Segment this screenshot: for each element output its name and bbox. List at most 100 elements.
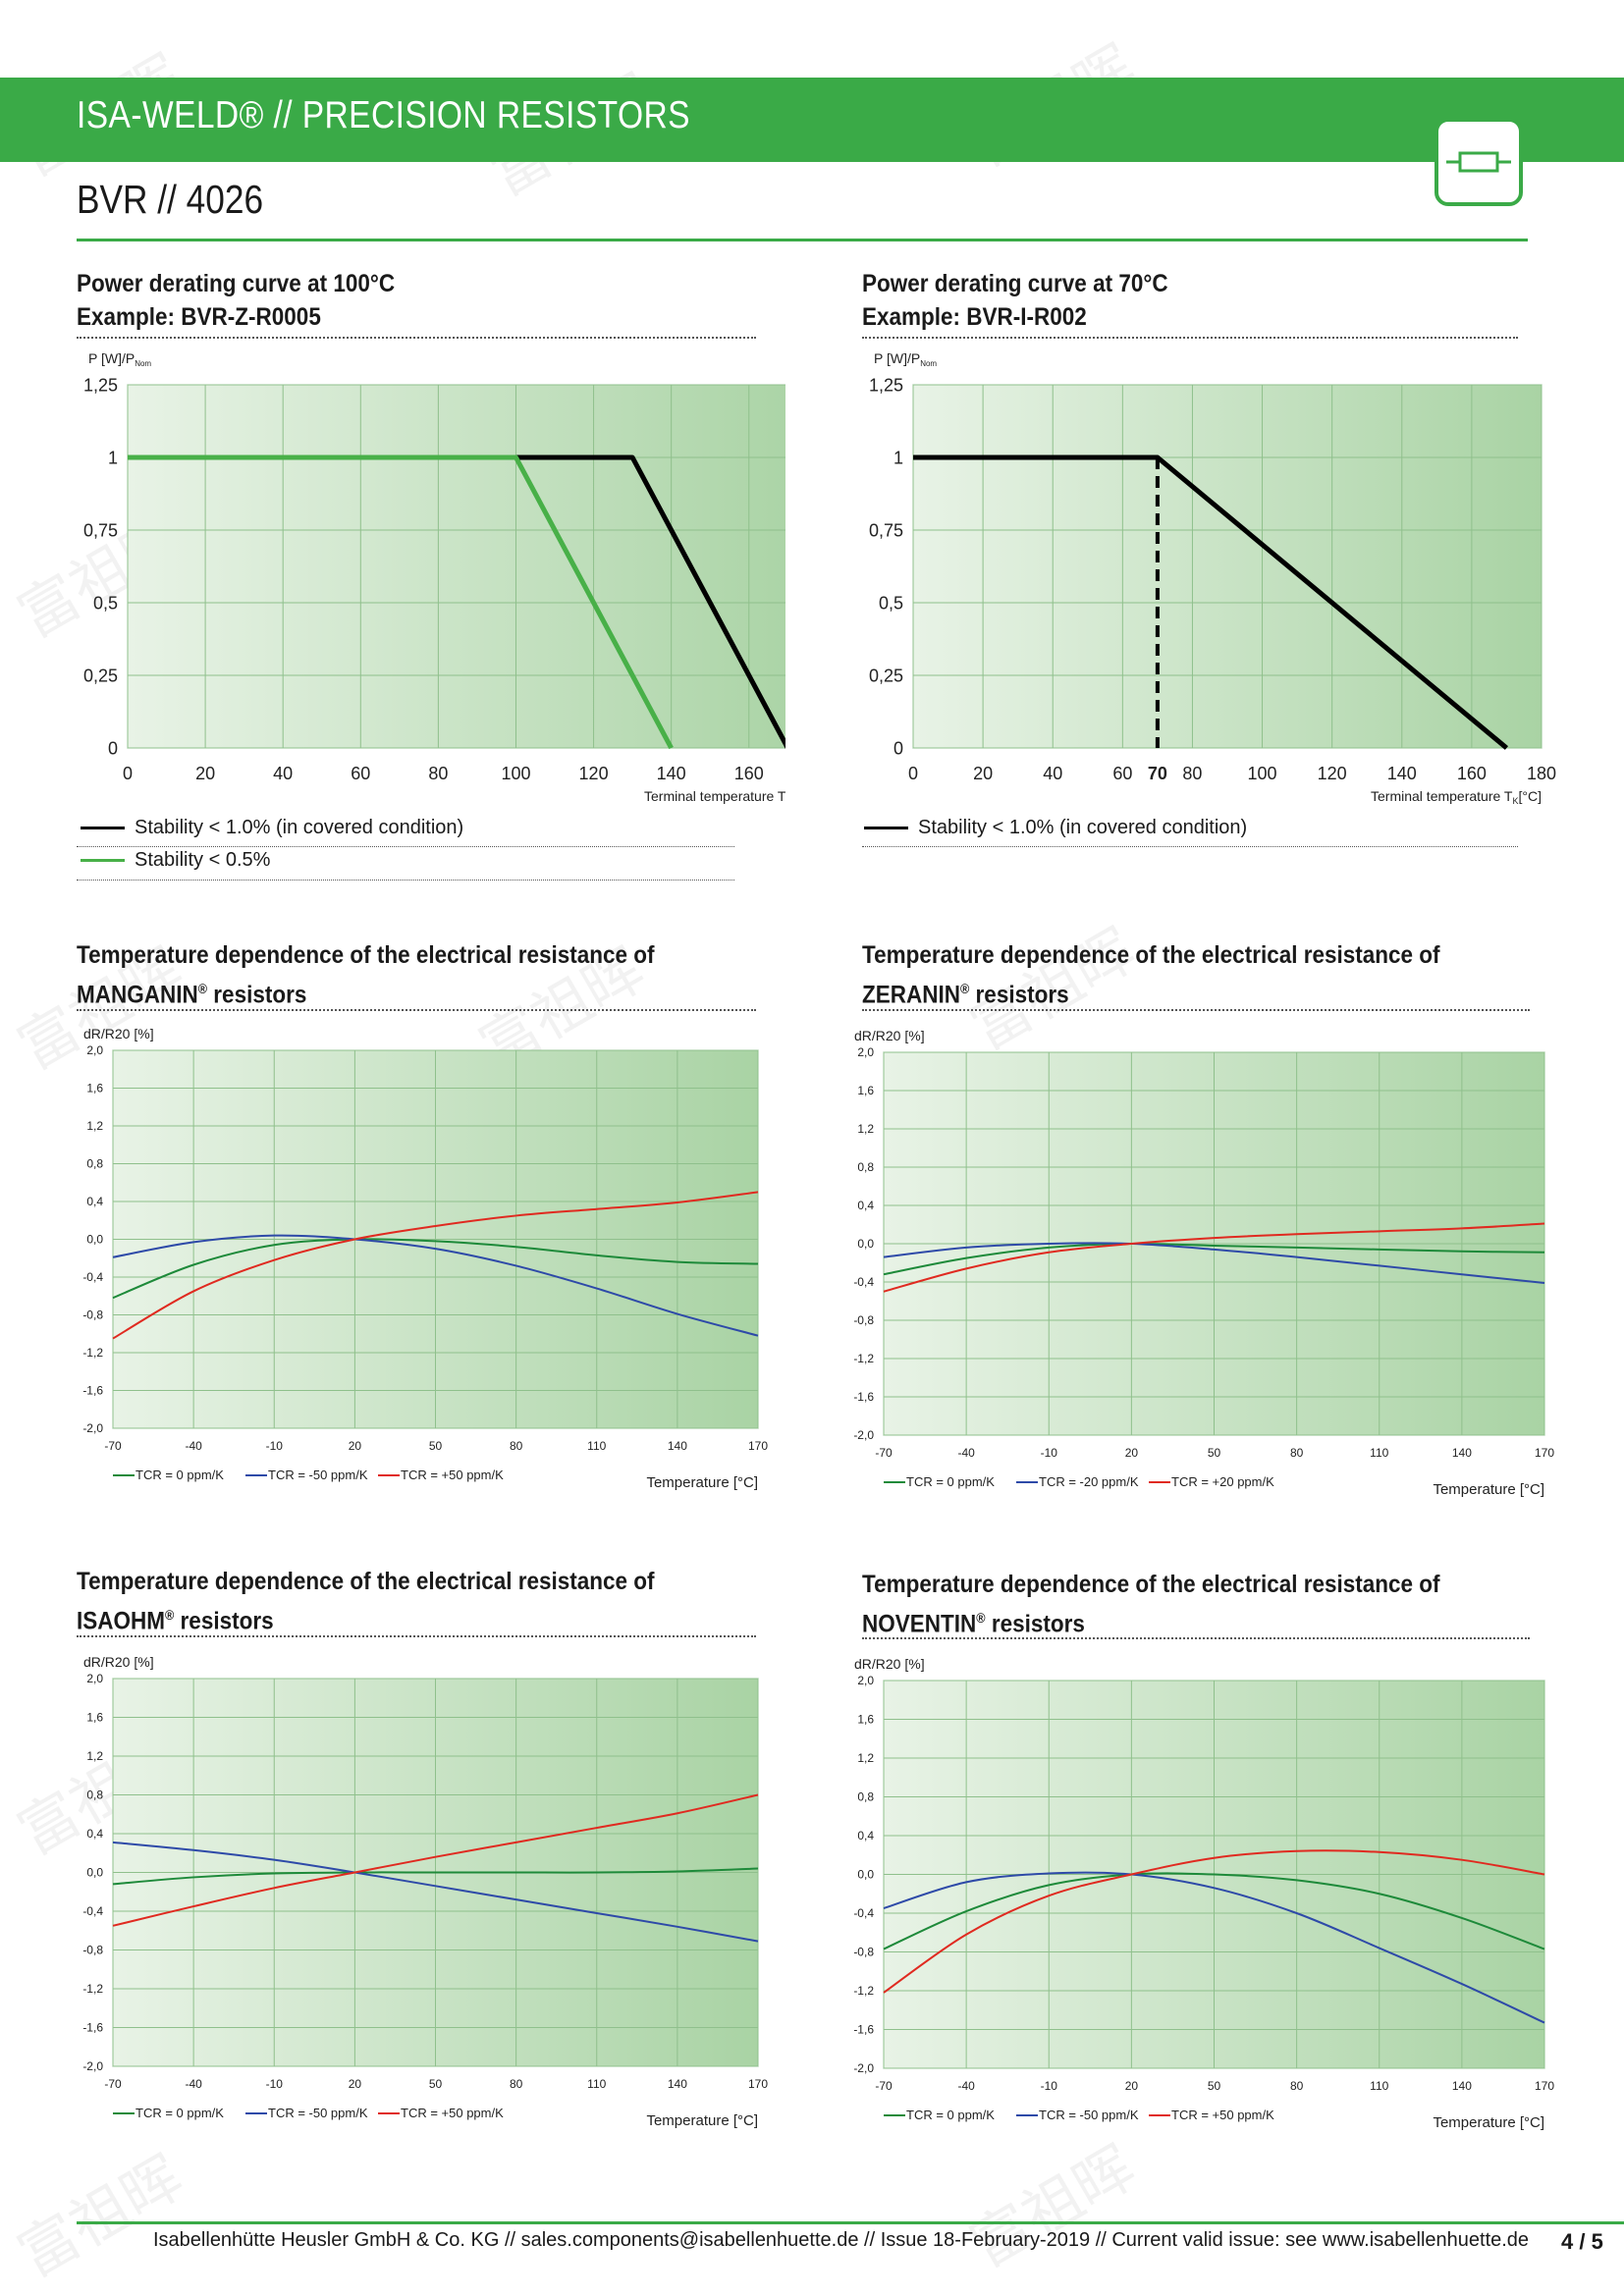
x-axis-label: Temperature [°C]	[646, 2112, 758, 2129]
x-tick-label: 20	[973, 764, 993, 783]
legend-label: TCR = -50 ppm/K	[268, 1468, 368, 1482]
series-line	[112, 1234, 759, 1337]
y-tick-label: -0,8	[82, 1944, 103, 1957]
zeranin-chart: -2,0 -1,6 -1,2 -0,8 -0,4 0,0 0,4 0,8 1,2 1,6 2,0 -7…	[853, 1028, 1554, 1498]
footer-divider	[77, 2221, 1624, 2224]
dotted-divider	[77, 880, 734, 881]
section-heading-material: ZERANIN® resistors	[862, 972, 1440, 1011]
legend-swatch	[81, 859, 125, 863]
manganin-title: Temperature dependence of the electrical…	[77, 938, 655, 1011]
section-heading: Power derating curve at 70°C	[862, 270, 1168, 297]
y-tick-label: -0,8	[82, 1308, 103, 1322]
x-tick-label: -40	[185, 1439, 202, 1453]
x-tick-label: 40	[273, 764, 293, 783]
x-tick-label: 140	[668, 1439, 687, 1453]
y-tick-label: 0,0	[86, 1233, 103, 1247]
x-axis-label: Temperature [°C]	[1433, 2114, 1544, 2131]
series-line	[883, 1871, 1545, 2024]
dotted-divider	[77, 846, 734, 847]
legend-label: TCR = 0 ppm/K	[135, 1468, 224, 1482]
y-tick-label: 1	[108, 448, 118, 467]
x-tick-label: -70	[104, 2077, 122, 2091]
y-axis-label-sub: Nom	[920, 359, 937, 368]
y-tick-label: 0	[893, 738, 903, 758]
y-tick-label: 2,0	[86, 1043, 103, 1057]
y-tick-label: 0,8	[857, 1790, 874, 1804]
x-tick-label: 140	[1387, 764, 1417, 783]
noventin-title: Temperature dependence of the electrical…	[862, 1568, 1440, 1640]
y-tick-label: 1,6	[86, 1711, 103, 1725]
y-tick-label: 0,4	[857, 1199, 874, 1212]
x-tick-label: 0	[123, 764, 133, 783]
y-tick-label: 1,6	[857, 1713, 874, 1727]
y-tick-label: 0,5	[93, 593, 118, 613]
section-heading: Temperature dependence of the electrical…	[862, 941, 1440, 969]
y-axis-label: P [W]/PNom	[874, 350, 937, 368]
y-tick-label: 0	[108, 738, 118, 758]
header-divider	[77, 239, 1528, 241]
heading-suffix: resistors	[174, 1607, 274, 1635]
x-tick-label: 20	[1125, 2079, 1139, 2093]
legend-swatch	[81, 827, 125, 830]
x-tick-label: 110	[587, 2077, 606, 2091]
noventin-chart: -2,0 -1,6 -1,2 -0,8 -0,4 0,0 0,4 0,8 1,2 1,6 2,0 -7…	[853, 1656, 1554, 2131]
x-tick-label: 80	[1290, 2079, 1304, 2093]
x-tick-label: 20	[195, 764, 215, 783]
x-tick-label: 160	[734, 764, 764, 783]
legend-label: TCR = -20 ppm/K	[1039, 1474, 1139, 1489]
y-tick-label: -0,8	[853, 1313, 874, 1327]
x-tick-label: 100	[501, 764, 530, 783]
x-tick-label: 80	[1290, 1446, 1304, 1460]
y-tick-label: 0,4	[86, 1195, 103, 1208]
x-tick-label: 110	[1370, 1446, 1388, 1460]
x-tick-label: 20	[1125, 1446, 1139, 1460]
dotted-divider	[77, 1009, 756, 1011]
x-tick-label: 40	[1043, 764, 1062, 783]
legend-label: TCR = 0 ppm/K	[135, 2106, 224, 2120]
y-tick-label: 0,5	[879, 593, 903, 613]
series-line	[883, 1242, 1545, 1276]
x-axis-label: Temperature [°C]	[1433, 1481, 1544, 1498]
legend-item: Stability < 1.0% (in covered condition)	[864, 817, 1247, 839]
dotted-divider	[862, 337, 1518, 339]
y-tick-label: -2,0	[853, 1428, 874, 1442]
x-tick-label: 160	[1457, 764, 1487, 783]
x-tick-label: 80	[510, 2077, 523, 2091]
series-line	[883, 1242, 1545, 1284]
series-line	[112, 1793, 759, 1927]
section-heading-example: Example: BVR-Z-R0005	[77, 303, 321, 331]
y-tick-label: -1,2	[82, 1982, 103, 1996]
x-tick-label: 170	[1535, 1446, 1554, 1460]
x-tick-label: 110	[587, 1439, 606, 1453]
x-axis-label: Terminal temperature TK[°C]	[1371, 788, 1542, 806]
legend-item: Stability < 0.5%	[81, 849, 270, 872]
registered-mark: ®	[976, 1610, 986, 1626]
x-tick-label: -70	[875, 2079, 893, 2093]
y-tick-label: 0,25	[83, 666, 118, 685]
y-tick-label: 0,0	[857, 1868, 874, 1882]
x-tick-label: 50	[429, 1439, 443, 1453]
y-tick-label: 0,4	[86, 1827, 103, 1841]
y-tick-label: 0,4	[857, 1829, 874, 1842]
heading-suffix: resistors	[985, 1610, 1085, 1638]
legend-label: Stability < 1.0% (in covered condition)	[918, 817, 1248, 838]
y-tick-label: 0,25	[869, 666, 903, 685]
x-tick-label: 20	[349, 2077, 362, 2091]
y-tick-label: -2,0	[853, 2061, 874, 2075]
dotted-divider	[862, 1637, 1530, 1639]
resistor-icon	[1446, 151, 1511, 173]
section-heading-material: NOVENTIN® resistors	[862, 1601, 1440, 1640]
dotted-divider	[77, 1635, 756, 1637]
series-line	[128, 454, 674, 750]
legend-label: TCR = +50 ppm/K	[401, 2106, 504, 2120]
legend-label: TCR = +20 ppm/K	[1171, 1474, 1274, 1489]
y-tick-label: -2,0	[82, 1421, 103, 1435]
material-name: ZERANIN	[862, 981, 960, 1009]
series-line	[112, 1191, 759, 1340]
series-line	[913, 454, 1509, 750]
x-tick-label: 0	[908, 764, 918, 783]
y-axis-label: dR/R20 [%]	[83, 1026, 154, 1041]
y-tick-label: 0,8	[857, 1160, 874, 1174]
y-tick-label: 1,6	[857, 1084, 874, 1097]
section-heading: Temperature dependence of the electrical…	[77, 941, 655, 969]
